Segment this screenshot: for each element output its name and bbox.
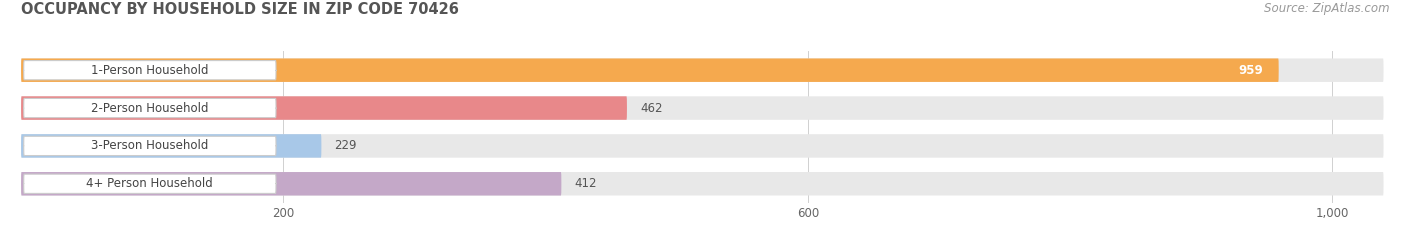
FancyBboxPatch shape bbox=[24, 174, 276, 193]
Text: 229: 229 bbox=[335, 139, 357, 152]
Text: Source: ZipAtlas.com: Source: ZipAtlas.com bbox=[1264, 2, 1389, 15]
FancyBboxPatch shape bbox=[21, 58, 1384, 82]
Text: 3-Person Household: 3-Person Household bbox=[91, 139, 208, 152]
FancyBboxPatch shape bbox=[21, 134, 322, 158]
FancyBboxPatch shape bbox=[21, 58, 1278, 82]
Text: 959: 959 bbox=[1239, 64, 1263, 77]
FancyBboxPatch shape bbox=[21, 96, 1384, 120]
FancyBboxPatch shape bbox=[24, 61, 276, 80]
Text: OCCUPANCY BY HOUSEHOLD SIZE IN ZIP CODE 70426: OCCUPANCY BY HOUSEHOLD SIZE IN ZIP CODE … bbox=[21, 2, 458, 17]
Text: 1-Person Household: 1-Person Household bbox=[91, 64, 208, 77]
Text: 4+ Person Household: 4+ Person Household bbox=[87, 177, 214, 190]
Text: 412: 412 bbox=[575, 177, 598, 190]
FancyBboxPatch shape bbox=[24, 136, 276, 156]
FancyBboxPatch shape bbox=[21, 172, 561, 195]
FancyBboxPatch shape bbox=[21, 134, 1384, 158]
FancyBboxPatch shape bbox=[24, 98, 276, 118]
Text: 462: 462 bbox=[640, 102, 662, 115]
Text: 2-Person Household: 2-Person Household bbox=[91, 102, 208, 115]
FancyBboxPatch shape bbox=[21, 96, 627, 120]
FancyBboxPatch shape bbox=[21, 172, 1384, 195]
